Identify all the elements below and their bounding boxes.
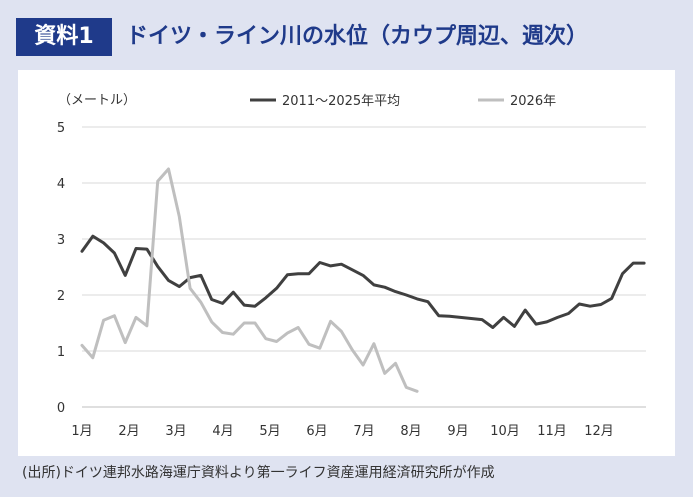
chart-panel: 0 1 2 3 4 5 1月 2月 3月 4月 5月 6月 7月 8月 9月 10月 11月 12月 （メートル） … bbox=[18, 70, 675, 456]
x-tick-label: 7月 bbox=[353, 424, 374, 439]
x-tick-label: 9月 bbox=[447, 424, 468, 439]
x-tick-label: 12月 bbox=[584, 424, 614, 439]
y-tick-label: 2 bbox=[57, 289, 65, 304]
legend-label: 2026年 bbox=[510, 94, 556, 109]
x-tick-label: 4月 bbox=[212, 424, 233, 439]
x-tick-label: 11月 bbox=[537, 424, 567, 439]
legend-label: 2011～2025年平均 bbox=[282, 94, 400, 109]
x-tick-label: 2月 bbox=[118, 424, 139, 439]
axis-layer: 0 1 2 3 4 5 1月 2月 3月 4月 5月 6月 7月 8月 9月 10月 11月 12月 （メートル） bbox=[57, 93, 646, 439]
series-line-average bbox=[80, 234, 646, 329]
y-tick-label: 3 bbox=[57, 233, 65, 248]
x-tick-label: 6月 bbox=[306, 424, 327, 439]
legend-layer: 2011～2025年平均 2026年 bbox=[250, 94, 556, 109]
figure-header: 資料1 ドイツ・ライン川の水位（カウプ周辺、週次） bbox=[10, 16, 680, 60]
series-layer bbox=[80, 167, 646, 393]
y-axis-label: （メートル） bbox=[58, 93, 136, 108]
x-tick-label: 3月 bbox=[165, 424, 186, 439]
x-tick-label: 1月 bbox=[71, 424, 92, 439]
y-tick-label: 4 bbox=[57, 177, 65, 192]
figure-title: ドイツ・ライン川の水位（カウプ周辺、週次） bbox=[126, 24, 589, 49]
figure-badge: 資料1 bbox=[16, 18, 112, 56]
x-tick-label: 10月 bbox=[490, 424, 520, 439]
source-note: (出所)ドイツ連邦水路海運庁資料より第一ライフ資産運用経済研究所が作成 bbox=[22, 465, 495, 481]
y-tick-label: 0 bbox=[57, 401, 65, 416]
y-tick-label: 5 bbox=[57, 121, 65, 136]
x-tick-label: 8月 bbox=[400, 424, 421, 439]
y-tick-label: 1 bbox=[57, 345, 65, 360]
x-tick-label: 5月 bbox=[259, 424, 280, 439]
series-line-2026 bbox=[80, 167, 419, 393]
